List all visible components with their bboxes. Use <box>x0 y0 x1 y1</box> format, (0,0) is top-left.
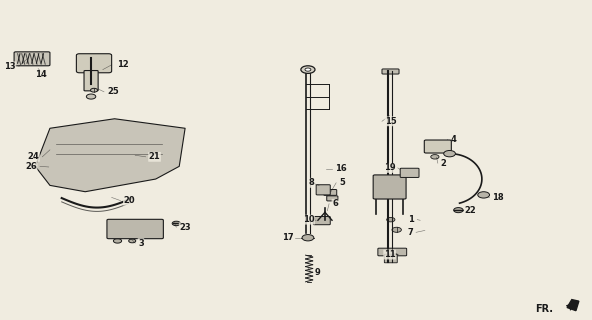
Circle shape <box>128 239 136 243</box>
Text: 21: 21 <box>149 152 160 161</box>
Circle shape <box>172 221 181 226</box>
Text: 26: 26 <box>25 162 37 171</box>
Text: 9: 9 <box>314 268 320 277</box>
Text: 14: 14 <box>36 70 47 79</box>
FancyBboxPatch shape <box>373 175 406 199</box>
Circle shape <box>52 133 59 137</box>
Text: 2: 2 <box>441 159 446 168</box>
FancyBboxPatch shape <box>384 254 397 263</box>
FancyBboxPatch shape <box>107 219 163 239</box>
FancyBboxPatch shape <box>84 70 98 91</box>
Text: 24: 24 <box>28 152 39 161</box>
Circle shape <box>478 192 490 198</box>
Text: 16: 16 <box>335 164 347 173</box>
FancyBboxPatch shape <box>76 54 112 73</box>
Text: 5: 5 <box>339 178 345 187</box>
Text: 8: 8 <box>308 178 314 187</box>
FancyBboxPatch shape <box>400 168 419 178</box>
Polygon shape <box>567 300 579 311</box>
FancyBboxPatch shape <box>324 189 337 195</box>
Text: FR.: FR. <box>535 304 553 314</box>
FancyBboxPatch shape <box>327 196 338 201</box>
Circle shape <box>321 218 329 222</box>
Text: 15: 15 <box>385 117 397 126</box>
Text: 1: 1 <box>408 215 414 224</box>
Circle shape <box>387 217 395 222</box>
FancyBboxPatch shape <box>316 185 330 195</box>
Text: 11: 11 <box>384 250 395 259</box>
Text: 22: 22 <box>464 206 476 215</box>
Circle shape <box>305 68 311 71</box>
Text: 6: 6 <box>332 199 338 208</box>
FancyBboxPatch shape <box>378 248 407 256</box>
Circle shape <box>453 208 463 213</box>
Text: 20: 20 <box>123 196 135 205</box>
Circle shape <box>431 155 439 159</box>
FancyBboxPatch shape <box>424 140 451 153</box>
Circle shape <box>91 88 98 92</box>
Circle shape <box>82 126 89 130</box>
Circle shape <box>158 136 165 140</box>
Circle shape <box>301 66 315 73</box>
Circle shape <box>114 239 121 243</box>
FancyBboxPatch shape <box>313 216 330 225</box>
Circle shape <box>128 126 136 130</box>
Text: 3: 3 <box>138 239 144 248</box>
Text: 19: 19 <box>384 164 395 172</box>
Text: 25: 25 <box>108 87 119 96</box>
Text: 18: 18 <box>492 193 504 202</box>
Text: 12: 12 <box>118 60 129 69</box>
FancyBboxPatch shape <box>14 52 50 66</box>
Polygon shape <box>36 119 185 192</box>
Text: 17: 17 <box>282 233 293 242</box>
Text: 10: 10 <box>303 215 314 224</box>
Circle shape <box>392 227 401 232</box>
Circle shape <box>86 94 96 99</box>
Circle shape <box>46 158 53 162</box>
Text: 7: 7 <box>407 228 413 237</box>
Text: 13: 13 <box>4 62 16 71</box>
Circle shape <box>443 150 455 157</box>
Text: 23: 23 <box>179 223 191 232</box>
FancyBboxPatch shape <box>382 69 399 74</box>
Circle shape <box>302 235 314 241</box>
Text: 4: 4 <box>451 135 456 144</box>
